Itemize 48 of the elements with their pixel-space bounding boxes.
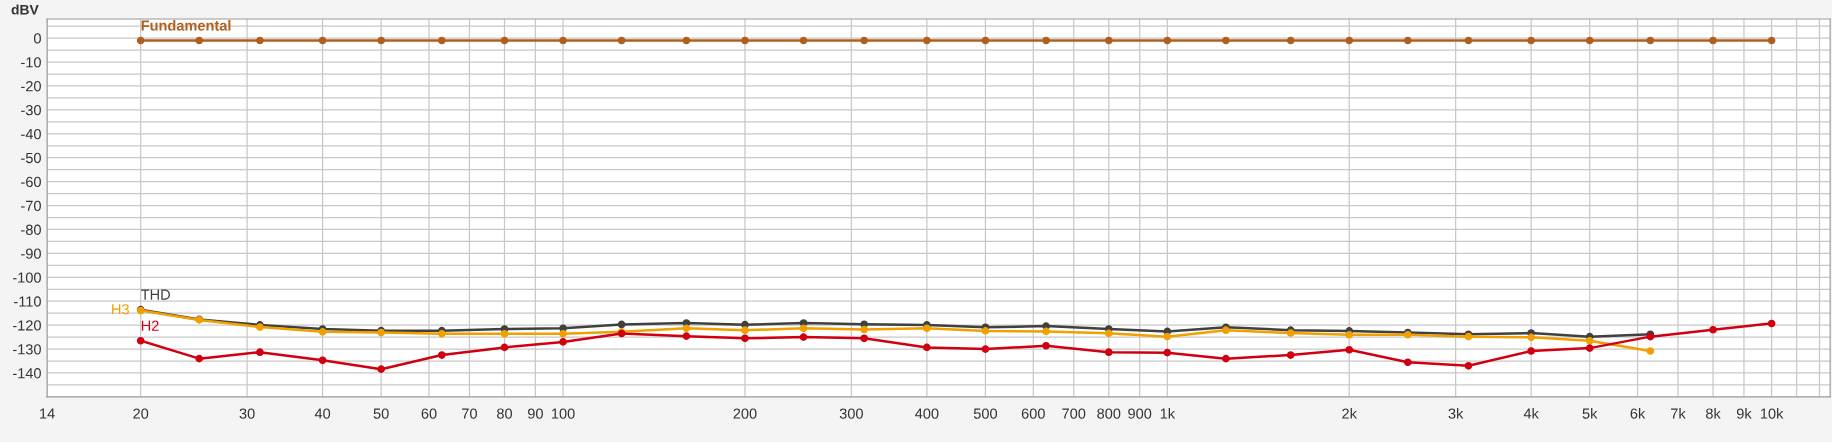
series-label: THD bbox=[141, 289, 170, 300]
x-tick-label: 4k bbox=[1523, 408, 1539, 419]
y-tick-label: -80 bbox=[21, 224, 41, 235]
x-tick-label: 10k bbox=[1760, 408, 1784, 419]
x-tick-label: 900 bbox=[1128, 408, 1152, 419]
x-tick-label: 7k bbox=[1671, 408, 1686, 419]
x-tick-label: 80 bbox=[497, 408, 513, 419]
y-tick-label: -130 bbox=[12, 344, 41, 355]
x-tick-label: 1k bbox=[1160, 408, 1176, 419]
x-tick-label: 200 bbox=[733, 408, 757, 419]
y-tick-label: -10 bbox=[21, 57, 41, 68]
x-tick-label: 14 bbox=[40, 408, 55, 419]
series-label: H3 bbox=[112, 304, 129, 315]
x-tick-label: 90 bbox=[527, 408, 543, 419]
series-label: H2 bbox=[141, 320, 159, 331]
y-axis-title: dBV bbox=[11, 4, 39, 15]
x-tick-label: 500 bbox=[973, 408, 998, 419]
x-tick-label: 20 bbox=[133, 408, 149, 419]
series-label: Fundamental bbox=[141, 19, 231, 31]
x-tick-label: 9k bbox=[1736, 408, 1752, 419]
y-tick-label: -50 bbox=[21, 152, 41, 164]
y-tick-label: -20 bbox=[21, 81, 41, 92]
y-tick-label: -90 bbox=[21, 248, 41, 259]
y-tick-label: -30 bbox=[21, 105, 41, 116]
x-tick-label: 6k bbox=[1630, 408, 1646, 419]
x-tick-label: 700 bbox=[1062, 408, 1086, 419]
x-tick-label: 800 bbox=[1097, 408, 1121, 419]
x-tick-label: 8k bbox=[1705, 408, 1721, 419]
y-tick-label: -40 bbox=[21, 128, 41, 140]
x-tick-label: 3k bbox=[1448, 408, 1464, 419]
x-tick-label: 60 bbox=[421, 408, 437, 419]
y-tick-label: -110 bbox=[14, 296, 41, 307]
y-tick-label: -70 bbox=[21, 200, 41, 211]
x-tick-label: 40 bbox=[314, 408, 331, 419]
x-tick-label: 30 bbox=[239, 408, 255, 419]
x-tick-label: 300 bbox=[839, 408, 863, 419]
x-tick-label: 600 bbox=[1021, 408, 1045, 419]
y-tick-label: -140 bbox=[12, 368, 41, 379]
x-tick-label: 2k bbox=[1342, 408, 1357, 419]
x-tick-label: 50 bbox=[373, 408, 389, 419]
x-tick-label: 100 bbox=[552, 408, 575, 419]
x-tick-label: 5k bbox=[1582, 408, 1598, 419]
y-tick-label: -60 bbox=[21, 176, 41, 188]
x-tick-label: 400 bbox=[915, 408, 939, 419]
x-tick-label: 70 bbox=[462, 408, 477, 419]
y-tick-label: -100 bbox=[12, 272, 41, 283]
y-tick-label: -120 bbox=[12, 320, 41, 331]
y-tick-label: 0 bbox=[33, 33, 41, 44]
